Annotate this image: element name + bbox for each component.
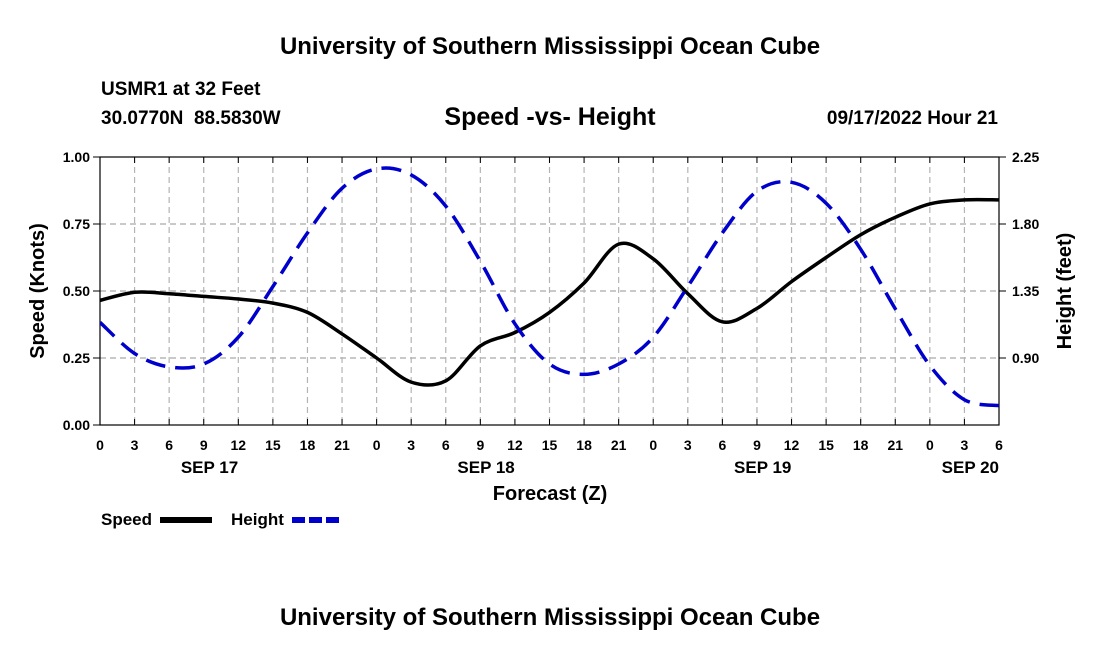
x-tick-label: 3 [131, 437, 139, 453]
x-tick-label: 3 [961, 437, 969, 453]
date-label: SEP 18 [457, 458, 514, 477]
x-tick-label: 9 [753, 437, 761, 453]
y2-tick-label: 1.35 [1012, 283, 1039, 299]
x-tick-label: 3 [407, 437, 415, 453]
x-tick-label: 6 [718, 437, 726, 453]
legend-height-label: Height [231, 510, 284, 529]
x-tick-label: 3 [684, 437, 692, 453]
legend: Speed Height [101, 510, 343, 529]
x-tick-label: 6 [165, 437, 173, 453]
legend-speed-label: Speed [101, 510, 152, 529]
x-tick-label: 12 [231, 437, 247, 453]
y-tick-label: 0.25 [63, 350, 90, 366]
y2-axis-label: Height (feet) [1054, 233, 1076, 350]
x-tick-label: 12 [507, 437, 523, 453]
y-tick-label: 1.00 [63, 149, 90, 165]
x-tick-label: 21 [611, 437, 627, 453]
x-tick-label: 21 [887, 437, 903, 453]
y2-tick-label: 0.90 [1012, 350, 1039, 366]
x-tick-label: 0 [649, 437, 657, 453]
x-tick-label: 15 [542, 437, 558, 453]
x-tick-label: 9 [200, 437, 208, 453]
x-tick-label: 15 [265, 437, 281, 453]
y-tick-label: 0.50 [63, 283, 90, 299]
y-tick-label: 0.00 [63, 417, 90, 433]
y-tick-label: 0.75 [63, 216, 90, 232]
series-height-line [100, 166, 999, 408]
y-axis-label: Speed (Knots) [27, 223, 49, 359]
x-tick-label: 6 [995, 437, 1003, 453]
grid [100, 157, 999, 425]
axis-ticks: 0 3 6 9 12 15 18 21 0 3 6 9 12 15 18 21 0 3 6 9 12 15 18 21 0 3 6 0… [63, 149, 1040, 477]
x-tick-label: 15 [818, 437, 834, 453]
plot-title: Speed -vs- Height [444, 103, 656, 131]
series-speed-line [100, 197, 999, 387]
x-axis-label: Forecast (Z) [493, 483, 607, 505]
x-tick-label: 0 [373, 437, 381, 453]
footer-title: University of Southern Mississippi Ocean… [280, 604, 820, 631]
date-label: SEP 17 [181, 458, 238, 477]
series-lines [100, 166, 999, 408]
x-tick-label: 0 [926, 437, 934, 453]
forecast-datetime: 09/17/2022 Hour 21 [827, 108, 999, 129]
y2-tick-label: 1.80 [1012, 216, 1039, 232]
x-tick-label: 12 [784, 437, 800, 453]
x-tick-label: 18 [300, 437, 316, 453]
chart-main-title: University of Southern Mississippi Ocean… [280, 33, 820, 60]
station-label: USMR1 at 32 Feet [101, 79, 261, 100]
x-tick-label: 21 [334, 437, 350, 453]
x-tick-label: 9 [476, 437, 484, 453]
x-tick-label: 18 [853, 437, 869, 453]
date-label: SEP 19 [734, 458, 791, 477]
x-tick-label: 6 [442, 437, 450, 453]
x-tick-label: 18 [576, 437, 592, 453]
date-label: SEP 20 [942, 458, 999, 477]
y2-tick-label: 2.25 [1012, 149, 1039, 165]
x-tick-label: 0 [96, 437, 104, 453]
station-coordinates: 30.0770N 88.5830W [101, 108, 281, 129]
